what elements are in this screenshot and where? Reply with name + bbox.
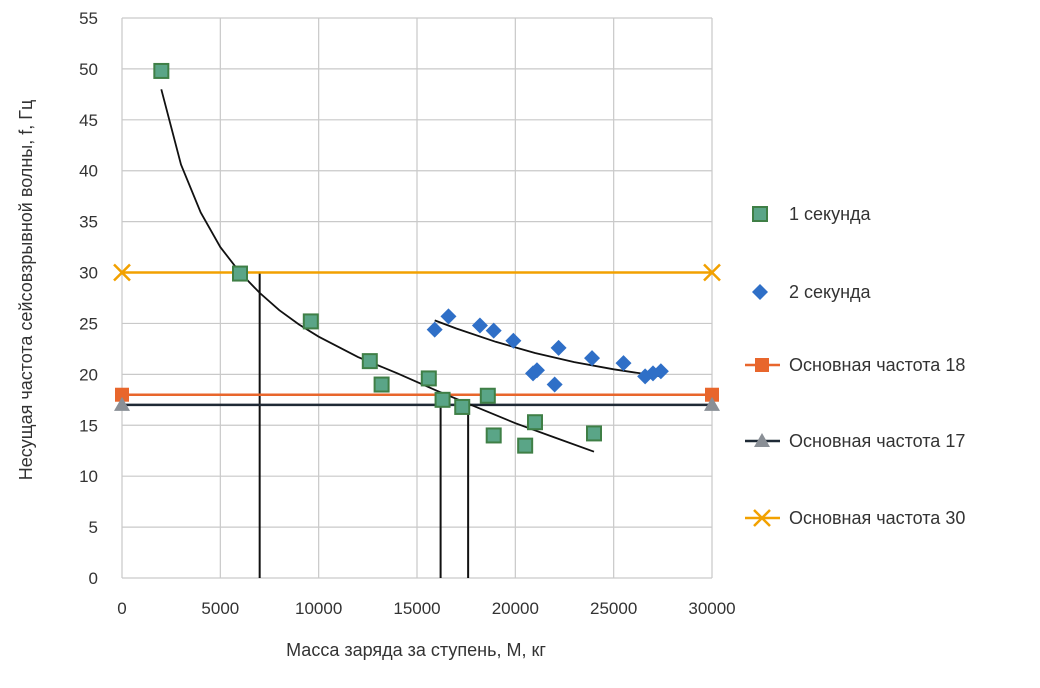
legend: 1 секунда 2 секунда Основная частота 18 Осн… (745, 204, 965, 528)
data-points (113, 62, 721, 454)
point-1-second (420, 370, 437, 387)
trendline (160, 89, 595, 453)
point-1-second (485, 427, 502, 444)
y-tick-label: 55 (79, 9, 98, 28)
y-tick-label: 45 (79, 111, 98, 130)
x-tick-label: 0 (117, 599, 126, 618)
grid-lines (121, 17, 713, 579)
point-1-second (373, 376, 390, 393)
y-tick-label: 30 (79, 264, 98, 283)
reference-marker (703, 263, 721, 282)
x-tick-label: 5000 (201, 599, 239, 618)
legend-item: Основная частота 30 (745, 508, 965, 528)
point-2-second (485, 322, 502, 339)
point-2-second (440, 308, 457, 325)
legend-item: 2 секунда (752, 282, 872, 302)
x-tick-label: 20000 (492, 599, 539, 618)
point-1-second (302, 313, 319, 330)
point-2-second (584, 350, 601, 367)
point-2-second (546, 376, 563, 393)
legend-label: Основная частота 30 (789, 508, 965, 528)
point-2-second (615, 355, 632, 372)
y-tick-label: 10 (79, 467, 98, 486)
point-2-second (426, 321, 443, 338)
point-1-second (434, 391, 451, 408)
x-tick-label: 30000 (688, 599, 735, 618)
reference-marker (115, 387, 129, 402)
x-tick-label: 10000 (295, 599, 342, 618)
point-1-second (361, 353, 378, 370)
legend-marker (753, 509, 771, 527)
trendline (434, 319, 662, 378)
legend-label: 2 секунда (789, 282, 872, 302)
point-1-second (232, 265, 248, 282)
legend-item: Основная частота 18 (745, 355, 965, 375)
legend-marker (752, 206, 768, 222)
legend-marker (754, 433, 770, 447)
y-tick-label: 0 (89, 569, 98, 588)
reference-marker (113, 263, 131, 282)
point-1-second (479, 387, 496, 404)
legend-item: 1 секунда (752, 204, 872, 224)
point-1-second (586, 425, 602, 442)
y-tick-label: 5 (89, 518, 98, 537)
trendlines (160, 89, 662, 453)
y-tick-label: 15 (79, 416, 98, 435)
reference-lines (122, 271, 712, 578)
x-tick-label: 25000 (590, 599, 637, 618)
reference-marker (705, 387, 719, 402)
y-axis-title: Несущая частота сейсовзрывной волны, f, … (16, 100, 36, 481)
point-2-second (528, 362, 545, 379)
legend-marker (755, 358, 769, 372)
x-tick-label: 15000 (393, 599, 440, 618)
reference-marker (704, 396, 720, 411)
y-tick-label: 50 (79, 60, 98, 79)
reference-marker (114, 396, 130, 411)
legend-label: Основная частота 17 (789, 431, 965, 451)
x-axis-title: Масса заряда за ступень, М, кг (286, 640, 546, 660)
tick-labels: 0 5000 10000 15000 20000 25000 30000 0 5 10 15 20 25… (79, 9, 736, 618)
point-2-second (550, 339, 567, 356)
point-1-second (517, 437, 534, 454)
legend-item: Основная частота 17 (745, 431, 965, 451)
legend-marker (752, 284, 768, 300)
point-2-second (652, 363, 669, 380)
y-tick-label: 25 (79, 314, 98, 333)
point-1-second (454, 398, 471, 415)
point-1-second (527, 414, 543, 431)
point-1-second (153, 62, 170, 79)
legend-label: Основная частота 18 (789, 355, 965, 375)
point-2-second (471, 317, 488, 334)
y-tick-label: 20 (79, 365, 98, 384)
legend-label: 1 секунда (789, 204, 872, 224)
y-tick-label: 40 (79, 162, 98, 181)
y-tick-label: 35 (79, 213, 98, 232)
point-2-second (505, 332, 522, 349)
